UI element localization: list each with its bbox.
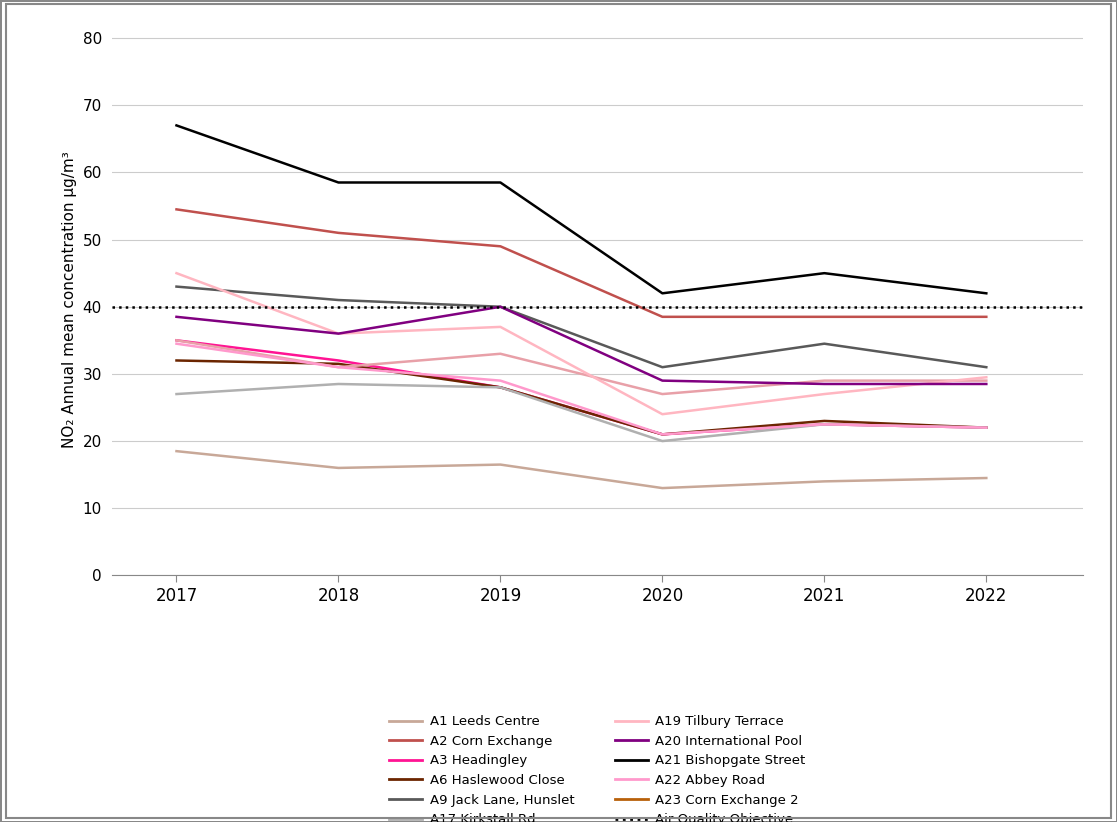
Y-axis label: NO₂ Annual mean concentration μg/m³: NO₂ Annual mean concentration μg/m³ bbox=[63, 151, 77, 449]
Legend: A1 Leeds Centre, A2 Corn Exchange, A3 Headingley, A6 Haslewood Close, A9 Jack La: A1 Leeds Centre, A2 Corn Exchange, A3 He… bbox=[383, 709, 812, 822]
